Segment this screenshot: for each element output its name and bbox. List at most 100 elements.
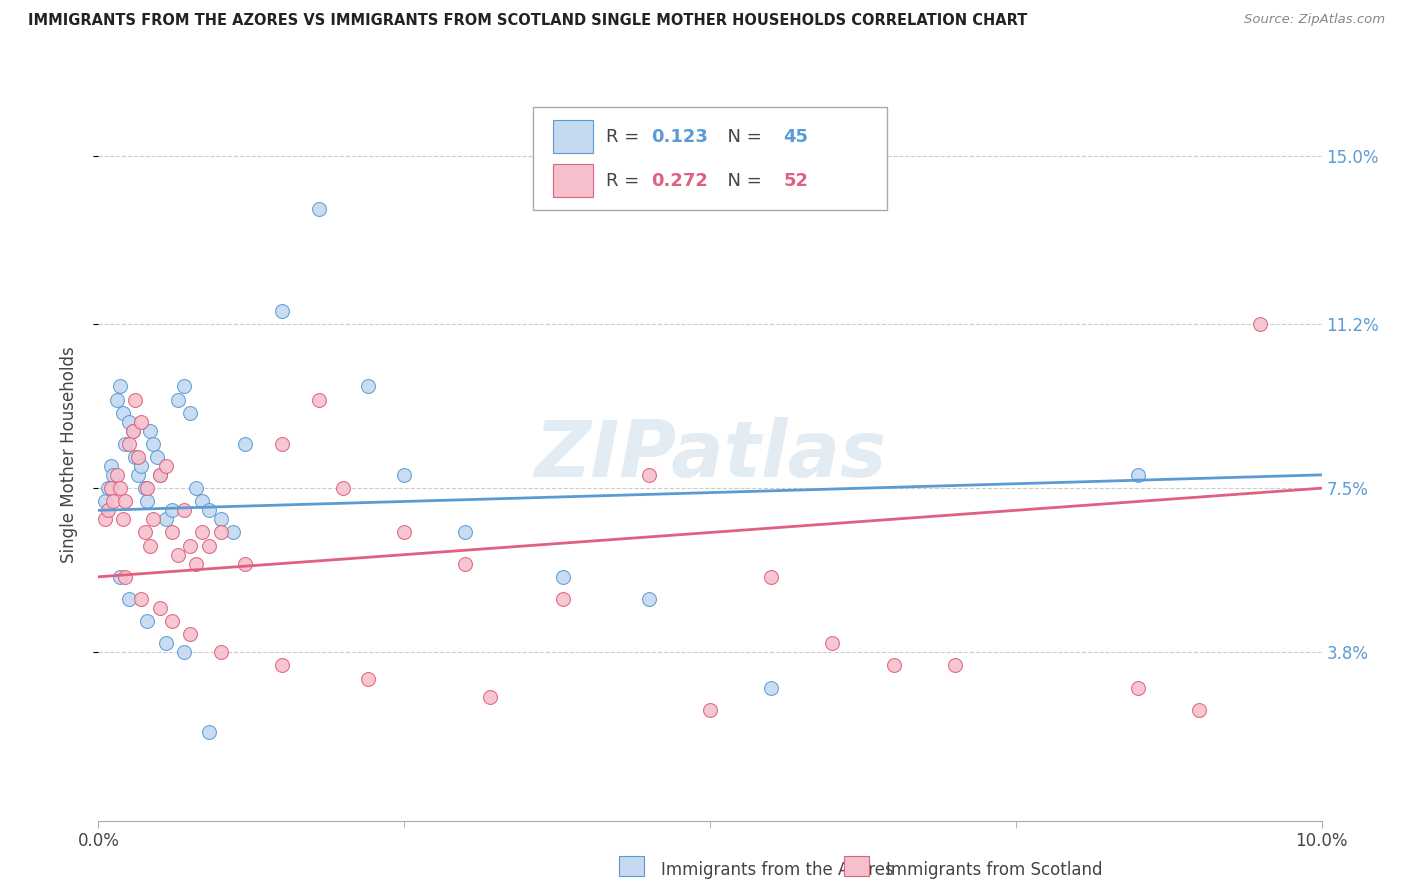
Point (392, 467, 416, 482)
Point (553, 570, 575, 584)
Point (111, 512, 134, 526)
Point (454, 557, 477, 571)
Point (136, 614, 159, 628)
Point (761, 570, 783, 584)
Point (478, 690, 501, 704)
Point (110, 379, 132, 393)
Point (222, 525, 245, 540)
Point (209, 512, 232, 526)
Text: R =: R = (606, 171, 645, 190)
Point (146, 450, 169, 464)
Point (356, 672, 378, 686)
Point (134, 525, 156, 540)
Point (97, 503, 120, 517)
Point (129, 458, 152, 473)
Bar (554, 164, 592, 197)
Point (167, 548, 190, 562)
Text: N =: N = (716, 128, 768, 145)
Point (308, 202, 330, 216)
Point (179, 406, 201, 420)
Point (270, 303, 294, 318)
Point (160, 525, 183, 540)
Text: 52: 52 (783, 171, 808, 190)
Point (356, 379, 378, 393)
Point (118, 415, 141, 429)
Text: Source: ZipAtlas.com: Source: ZipAtlas.com (1244, 13, 1385, 27)
Point (111, 406, 134, 420)
Point (129, 592, 152, 607)
Point (127, 467, 149, 482)
Text: R =: R = (606, 128, 645, 145)
Point (149, 467, 172, 482)
Point (149, 467, 172, 482)
Point (93, 494, 115, 508)
Point (142, 512, 165, 526)
Text: 45: 45 (783, 128, 808, 145)
Point (114, 494, 136, 508)
Point (173, 379, 195, 393)
Point (114, 437, 136, 451)
Point (191, 494, 214, 508)
Point (638, 467, 661, 482)
Point (883, 658, 905, 673)
Point (186, 481, 208, 495)
Point (197, 725, 219, 739)
Point (114, 570, 136, 584)
Point (179, 539, 201, 553)
Point (93, 512, 115, 526)
Point (142, 437, 165, 451)
Point (233, 557, 256, 571)
Point (270, 437, 294, 451)
Point (124, 450, 146, 464)
FancyBboxPatch shape (533, 108, 887, 210)
Point (100, 458, 122, 473)
Point (97, 481, 120, 495)
Point (160, 503, 183, 517)
Point (699, 703, 721, 717)
Point (197, 539, 219, 553)
Text: 0.272: 0.272 (651, 171, 709, 190)
Text: ZIPatlas: ZIPatlas (534, 417, 886, 493)
Point (100, 481, 122, 495)
Point (173, 645, 195, 659)
Y-axis label: Single Mother Households: Single Mother Households (59, 347, 77, 563)
Point (155, 458, 177, 473)
Point (821, 636, 844, 650)
Point (1188, 703, 1211, 717)
Text: IMMIGRANTS FROM THE AZORES VS IMMIGRANTS FROM SCOTLAND SINGLE MOTHER HOUSEHOLDS : IMMIGRANTS FROM THE AZORES VS IMMIGRANTS… (28, 13, 1028, 29)
Point (155, 512, 177, 526)
Text: 0.123: 0.123 (651, 128, 709, 145)
Point (209, 525, 232, 540)
Point (761, 681, 783, 695)
Point (105, 467, 128, 482)
Point (124, 392, 146, 407)
Point (332, 481, 354, 495)
Point (638, 592, 661, 607)
Point (149, 600, 172, 615)
Point (139, 539, 162, 553)
Point (121, 424, 143, 438)
Point (139, 424, 162, 438)
Point (110, 481, 132, 495)
Point (1128, 681, 1150, 695)
Point (197, 503, 219, 517)
Point (191, 525, 214, 540)
Point (155, 636, 177, 650)
Point (101, 494, 124, 508)
Point (134, 481, 156, 495)
Point (209, 645, 232, 659)
Bar (554, 120, 592, 153)
Point (173, 503, 195, 517)
Point (553, 592, 575, 607)
Point (270, 658, 294, 673)
Point (136, 481, 159, 495)
Point (160, 614, 183, 628)
Point (308, 392, 330, 407)
Point (392, 525, 416, 540)
Point (105, 392, 128, 407)
Text: N =: N = (716, 171, 768, 190)
Point (118, 437, 141, 451)
Point (233, 437, 256, 451)
Point (110, 570, 132, 584)
Point (136, 494, 159, 508)
